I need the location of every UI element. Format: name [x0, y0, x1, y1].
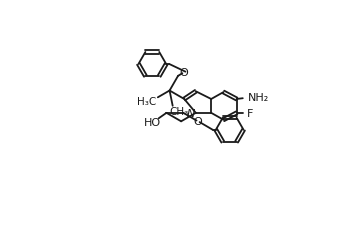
Text: H₃C: H₃C [137, 97, 157, 107]
Text: N: N [186, 108, 194, 118]
Text: CH₃: CH₃ [169, 107, 189, 117]
Text: O: O [180, 68, 188, 78]
Text: NH₂: NH₂ [248, 93, 270, 103]
Text: HO: HO [144, 117, 161, 128]
Text: O: O [194, 117, 202, 127]
Text: F: F [247, 108, 253, 118]
